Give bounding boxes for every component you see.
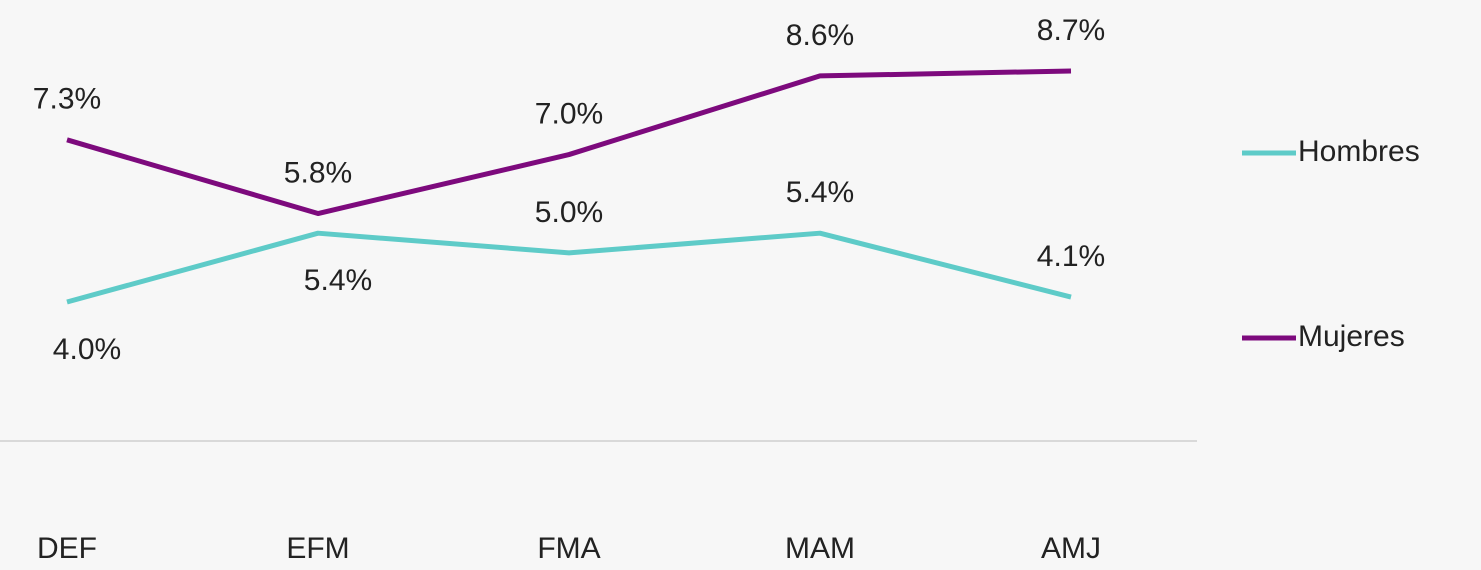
legend-label: Mujeres [1298, 320, 1405, 353]
x-tick-label: AMJ [1041, 532, 1101, 565]
x-tick-label: DEF [37, 532, 97, 565]
data-label: 5.0% [535, 196, 603, 229]
data-label: 8.6% [786, 19, 854, 52]
data-label: 7.3% [33, 83, 101, 116]
data-label: 5.4% [786, 176, 854, 209]
data-label: 4.0% [53, 333, 121, 366]
legend-label: Hombres [1298, 135, 1420, 168]
x-tick-label: EFM [286, 532, 349, 565]
series-line [66, 68, 1072, 217]
series-line [66, 230, 1072, 305]
data-label: 5.8% [284, 156, 352, 189]
data-label: 5.4% [304, 264, 372, 297]
data-label: 7.0% [535, 97, 603, 130]
data-label: 8.7% [1037, 14, 1105, 47]
data-label: 4.1% [1037, 240, 1105, 273]
x-tick-label: MAM [785, 532, 855, 565]
x-tick-label: FMA [537, 532, 600, 565]
